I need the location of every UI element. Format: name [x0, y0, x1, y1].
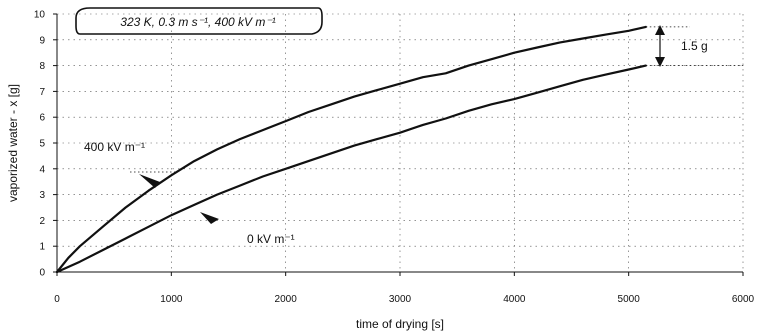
x-tick-label: 5000: [618, 294, 641, 305]
x-tick-label: 3000: [389, 294, 412, 305]
grid-lines: [57, 13, 744, 272]
y-tick-label: 8: [39, 61, 45, 72]
y-tick-label: 1: [39, 242, 45, 253]
y-axis-label: vaporized water - x [g]: [6, 84, 20, 202]
y-tick-label: 4: [39, 164, 45, 175]
x-tick-label: 1000: [160, 294, 183, 305]
series-400-label: 400 kV m⁻¹: [84, 140, 145, 154]
x-tick-label: 4000: [503, 294, 526, 305]
y-tick-label: 2: [39, 216, 45, 227]
y-tick-label: 5: [39, 139, 45, 150]
series-0-label: 0 kV m⁻¹: [247, 232, 295, 246]
title-box: 323 K, 0.3 m s⁻¹, 400 kV m⁻¹: [75, 7, 323, 35]
series-line-0kv: [55, 64, 647, 274]
annotation-0kv: 0 kV m⁻¹: [200, 212, 295, 246]
x-tick-label: 2000: [275, 294, 298, 305]
x-tick-label: 0: [54, 294, 60, 305]
difference-arrow-down: [655, 57, 665, 67]
title-box-frame: [75, 7, 323, 35]
y-tick-label: 7: [39, 87, 45, 98]
annotation-400kv: 400 kV m⁻¹: [84, 140, 160, 188]
y-tick-labels: 0 1 2 3 4 5 6 7 8 9 10: [34, 10, 57, 279]
series-line-400kv: [55, 25, 647, 274]
y-tick-label: 10: [34, 10, 46, 21]
y-tick-label: 0: [39, 268, 45, 279]
y-tick-label: 6: [39, 113, 45, 124]
y-tick-label: 9: [39, 35, 45, 46]
series-400-arrowhead: [139, 174, 160, 188]
series-0-arrowhead: [200, 212, 219, 224]
difference-annotation: 1.5 g: [655, 25, 708, 67]
x-axis-label: time of drying [s]: [356, 317, 444, 331]
x-tick-label: 6000: [732, 294, 755, 305]
series-lines: [55, 25, 745, 274]
y-tick-label: 3: [39, 190, 45, 201]
difference-label: 1.5 g: [681, 39, 708, 53]
chart-title: 323 K, 0.3 m s⁻¹, 400 kV m⁻¹: [120, 15, 275, 29]
x-tick-labels: 0 1000 2000 3000 4000 5000 6000: [54, 272, 755, 305]
difference-arrow-up: [655, 25, 665, 35]
